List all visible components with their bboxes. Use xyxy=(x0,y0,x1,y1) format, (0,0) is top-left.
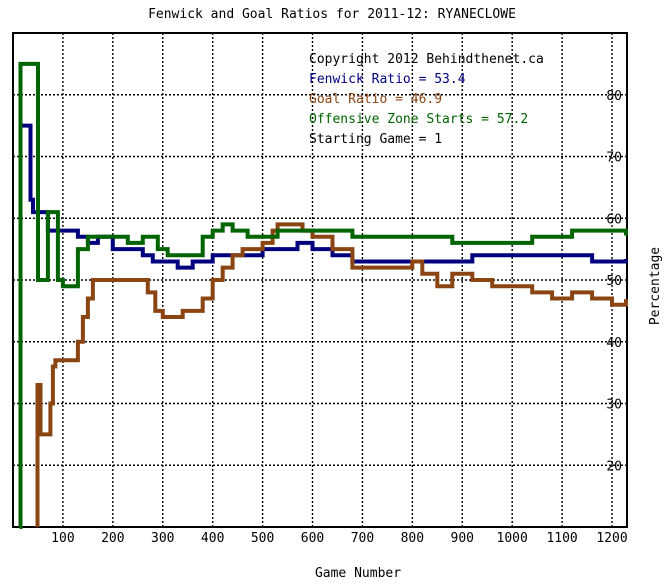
x-tick-label: 600 xyxy=(301,531,324,546)
chart-title: Fenwick and Goal Ratios for 2011-12: RYA… xyxy=(148,7,516,22)
x-tick-label: 1000 xyxy=(497,531,528,546)
tick-labels: 100 200 300 400 500 600 700 800 900 1000 1100 1200 2… xyxy=(51,89,628,546)
y-tick-label: 70 xyxy=(606,151,622,166)
x-tick-label: 500 xyxy=(251,531,274,546)
x-tick-label: 1100 xyxy=(546,531,577,546)
series-lines xyxy=(18,61,628,529)
series-line-offensive-zone-starts xyxy=(18,61,628,529)
x-tick-label: 300 xyxy=(151,531,174,546)
y-tick-label: 20 xyxy=(606,459,622,474)
y-tick-label: 60 xyxy=(606,212,622,227)
x-tick-label: 700 xyxy=(351,531,374,546)
x-tick-label: 400 xyxy=(201,531,224,546)
x-tick-label: 800 xyxy=(401,531,424,546)
x-tick-label: 1200 xyxy=(596,531,627,546)
x-tick-label: 200 xyxy=(101,531,124,546)
legend-entry: Copyright 2012 Behindthenet.ca xyxy=(309,52,544,67)
series-line-fenwick-ratio xyxy=(18,123,628,326)
legend-entry: Offensive Zone Starts = 57.2 xyxy=(309,112,528,127)
legend-entry: Goal Ratio = 46.9 xyxy=(309,92,442,107)
legend: Copyright 2012 Behindthenet.ca Fenwick Ra… xyxy=(309,52,544,147)
x-tick-label: 900 xyxy=(451,531,474,546)
x-tick-label: 100 xyxy=(51,531,74,546)
x-axis-label: Game Number xyxy=(315,566,401,580)
legend-entry: Starting Game = 1 xyxy=(309,132,442,147)
y-tick-label: 30 xyxy=(606,398,622,413)
y-tick-label: 80 xyxy=(606,89,622,104)
series-line-goal-ratio xyxy=(35,222,628,527)
legend-entry: Fenwick Ratio = 53.4 xyxy=(309,72,466,87)
y-tick-label: 40 xyxy=(606,336,622,351)
y-axis-label: Percentage xyxy=(648,247,663,325)
y-tick-label: 50 xyxy=(606,274,622,289)
